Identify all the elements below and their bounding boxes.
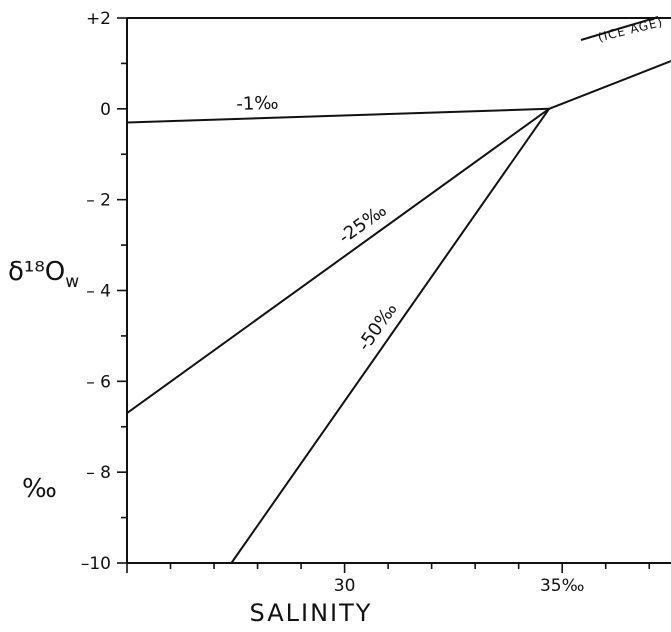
series-line: [230, 108, 550, 564]
y-tick-label: –10: [81, 554, 111, 574]
ice-age-bracket: [580, 16, 659, 41]
series-lines: [126, 60, 671, 564]
y-axis-unit: ‰: [22, 474, 57, 504]
x-tick-label: 30: [334, 576, 356, 596]
series-label: -50‰: [354, 299, 402, 355]
y-tick-label: – 4: [86, 282, 111, 302]
x-tick-label: 35‰: [540, 576, 584, 596]
y-tick-label: – 6: [86, 372, 111, 392]
y-tick-label: +2: [86, 9, 111, 29]
ice-age-annotation: (ICE AGE): [597, 15, 665, 45]
tick-labels: +2 0 – 2 – 4 – 6 – 8 –10 30 35‰: [81, 9, 585, 596]
axis-ticks: [117, 17, 651, 573]
y-axis-title-sub: w: [65, 272, 79, 292]
y-axis-title: δ¹⁸Ow: [8, 257, 79, 292]
x-axis-title: SALINITY: [250, 599, 373, 627]
series-label: -1‰: [236, 93, 279, 115]
plot-frame: [126, 17, 671, 564]
series-line: [126, 107, 550, 414]
y-tick-label: – 8: [86, 463, 111, 483]
series-line: [548, 60, 671, 110]
series-line: [126, 107, 550, 124]
y-tick-label: – 2: [86, 191, 111, 211]
y-tick-label: 0: [100, 100, 111, 120]
series-label: -25‰: [335, 200, 391, 248]
y-axis-title-main: δ¹⁸O: [8, 257, 65, 287]
